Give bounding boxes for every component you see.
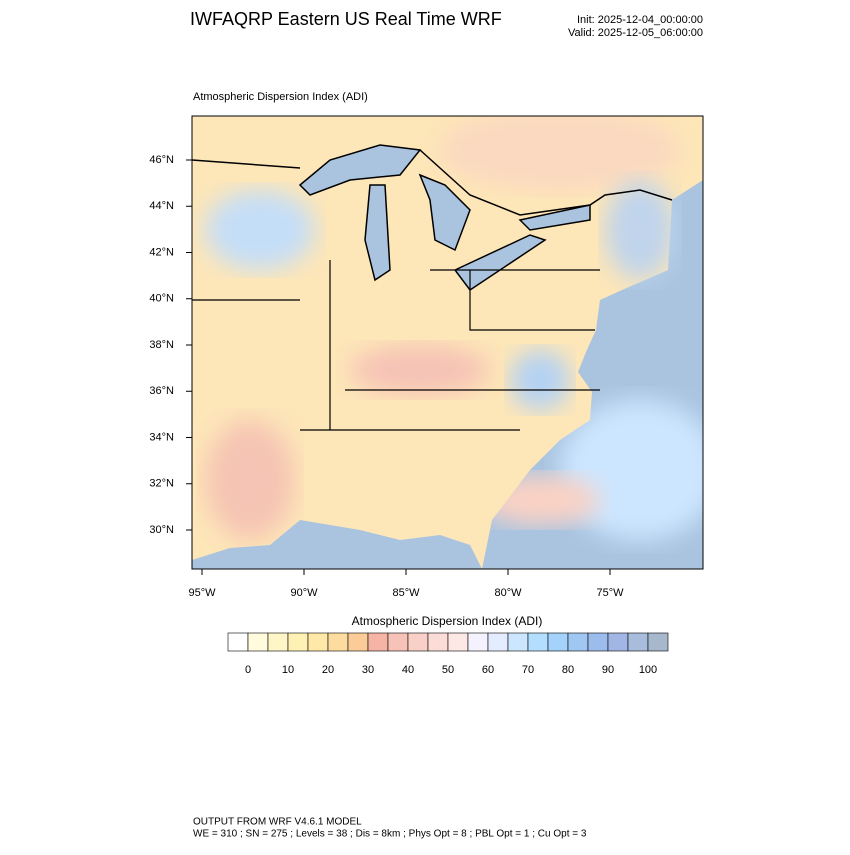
colorbar-box [507, 632, 529, 652]
colorbar-box [287, 632, 309, 652]
colorbar-label: 0 [245, 664, 251, 676]
colorbar-box [227, 632, 249, 652]
colorbar-label: 50 [442, 664, 454, 676]
map [192, 116, 703, 569]
field-label: Atmospheric Dispersion Index (ADI) [193, 91, 368, 103]
colorbar-label: 70 [522, 664, 534, 676]
colorbar-box [427, 632, 449, 652]
colorbar-box [567, 632, 589, 652]
colorbar-box [367, 632, 389, 652]
colorbar-label: 30 [362, 664, 374, 676]
colorbar-box [387, 632, 409, 652]
colorbar-box [547, 632, 569, 652]
lat-label: 36°N [149, 385, 174, 397]
lat-label: 44°N [149, 200, 174, 212]
title: IWFAQRP Eastern US Real Time WRF [190, 9, 502, 29]
lat-label: 30°N [149, 524, 174, 536]
colorbar-box [447, 632, 469, 652]
colorbar-box [347, 632, 369, 652]
colorbar-title: Atmospheric Dispersion Index (ADI) [352, 614, 543, 628]
lon-label: 85°W [392, 587, 420, 599]
colorbar-label: 100 [639, 664, 657, 676]
colorbar-box [607, 632, 629, 652]
colorbar-label: 20 [322, 664, 334, 676]
valid-time: Valid: 2025-12-05_06:00:00 [568, 27, 703, 39]
colorbar-box [407, 632, 429, 652]
footer-line: OUTPUT FROM WRF V4.6.1 MODEL [193, 817, 362, 828]
colorbar-label: 40 [402, 664, 414, 676]
lat-label: 42°N [149, 246, 174, 258]
lat-label: 32°N [149, 478, 174, 490]
lon-label: 75°W [596, 587, 624, 599]
colorbar-box [487, 632, 509, 652]
colorbar-box [587, 632, 609, 652]
colorbar-box [267, 632, 289, 652]
map-frame [191, 115, 704, 570]
init-time: Init: 2025-12-04_00:00:00 [577, 14, 703, 26]
colorbar-box [327, 632, 349, 652]
colorbar-label: 80 [562, 664, 574, 676]
footer-line: WE = 310 ; SN = 275 ; Levels = 38 ; Dis … [193, 829, 587, 840]
lat-label: 40°N [149, 293, 174, 305]
colorbar-box [467, 632, 489, 652]
lat-label: 46°N [149, 154, 174, 166]
colorbar-label: 90 [602, 664, 614, 676]
lat-label: 34°N [149, 431, 174, 443]
lon-label: 95°W [188, 587, 216, 599]
lon-label: 90°W [290, 587, 318, 599]
colorbar-label: 10 [282, 664, 294, 676]
colorbar-box [527, 632, 549, 652]
lat-label: 38°N [149, 339, 174, 351]
lon-label: 80°W [494, 587, 522, 599]
colorbar-box [627, 632, 649, 652]
colorbar-box [647, 632, 669, 652]
colorbar-box [307, 632, 329, 652]
colorbar-box [247, 632, 269, 652]
colorbar-label: 60 [482, 664, 494, 676]
